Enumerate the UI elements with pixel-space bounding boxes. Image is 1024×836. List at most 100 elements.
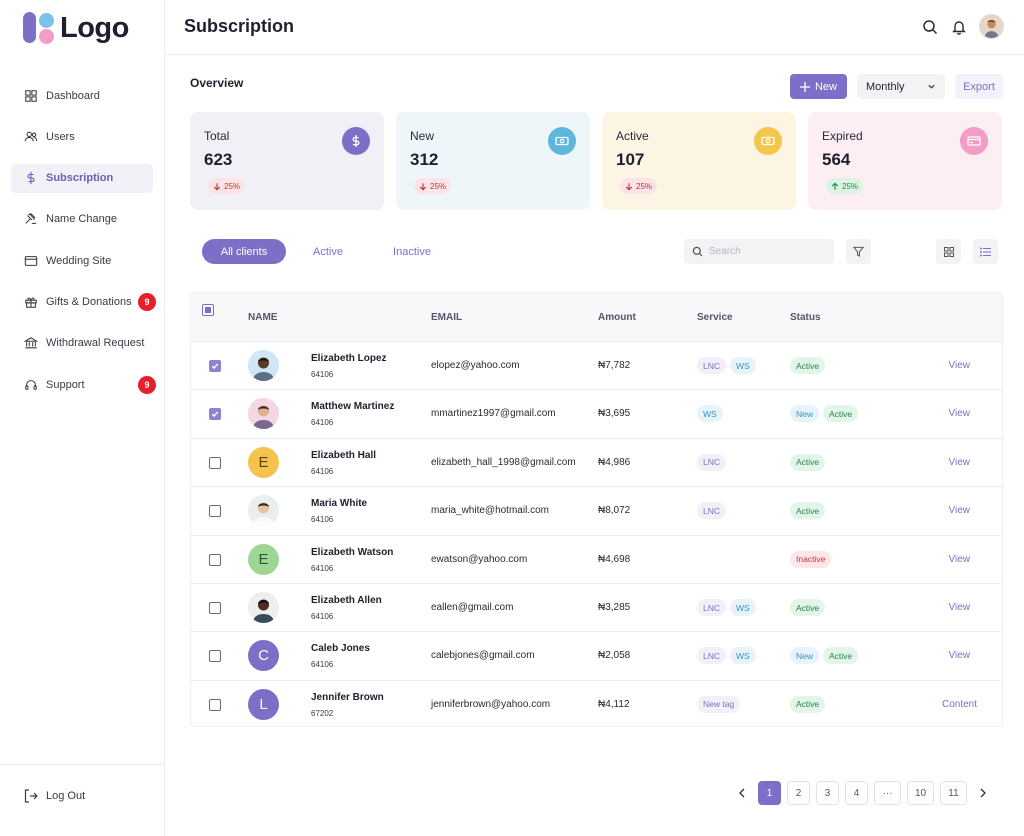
tab-inactive[interactable]: Inactive [393, 245, 431, 258]
service-tags: LNC WS [697, 599, 756, 616]
sidebar-item-withdrawal-request[interactable]: Withdrawal Request [11, 329, 153, 358]
row-checkbox[interactable] [209, 698, 221, 711]
sidebar-item-dashboard[interactable]: Dashboard [11, 81, 153, 110]
bell-icon[interactable] [950, 18, 967, 35]
column-header-name[interactable]: NAME [248, 312, 278, 323]
service-tag: LNC [697, 647, 727, 665]
row-checkbox[interactable] [209, 360, 221, 372]
client-amount: ₦4,112 [598, 698, 630, 710]
row-action-link[interactable]: View [948, 505, 971, 517]
client-filter-tabs: All clients Active Inactive [202, 239, 454, 264]
client-email: mmartinez1997@gmail.com [431, 408, 556, 420]
gift-icon [23, 294, 39, 310]
table-row[interactable]: C Caleb Jones 64106 calebjones@gmail.com ₦2,… [191, 631, 1002, 679]
check-icon [211, 411, 219, 418]
client-email: elizabeth_hall_1998@gmail.com [431, 456, 576, 468]
service-tag: LNC [697, 453, 727, 471]
tab-all-clients[interactable]: All clients [202, 239, 286, 264]
browser-icon [23, 253, 39, 269]
client-amount: ₦3,285 [598, 602, 631, 613]
status-badges: Active [790, 599, 826, 616]
table-row[interactable]: Maria White 64106 maria_white@hotmail.com ₦… [191, 486, 1002, 534]
table-row[interactable]: Elizabeth Allen 64106 eallen@gmail.com ₦3,2… [191, 583, 1002, 631]
column-header-amount[interactable]: Amount [598, 312, 636, 323]
row-checkbox[interactable] [209, 553, 221, 566]
column-header-email[interactable]: EMAIL [431, 312, 463, 323]
status-badges: New Active [790, 405, 859, 423]
next-page-button[interactable] [973, 781, 993, 805]
select-all-checkbox[interactable] [202, 304, 214, 316]
notification-badge: 9 [138, 376, 156, 395]
row-action-link[interactable]: View [948, 456, 971, 468]
client-name: Maria White [311, 498, 368, 510]
page-title: Subscription [184, 16, 295, 36]
new-button[interactable]: New [790, 74, 847, 99]
list-view-icon [980, 247, 991, 256]
status-badge: Active [823, 405, 859, 423]
table-row[interactable]: L Jennifer Brown 67202 jenniferbrown@yahoo.… [191, 679, 1002, 728]
page-button-4[interactable]: 4 [845, 781, 868, 805]
tab-active[interactable]: Active [313, 245, 343, 258]
row-action-link[interactable]: View [948, 602, 971, 613]
row-checkbox[interactable] [209, 408, 221, 421]
row-action-link[interactable]: View [948, 360, 971, 371]
page-button-10[interactable]: 10 [907, 781, 934, 805]
cash-icon [754, 127, 782, 155]
sidebar-item-label: Users [46, 130, 75, 143]
client-id: 64106 [311, 370, 334, 379]
sidebar-item-gifts-donations[interactable]: Gifts & Donations 9 [11, 287, 156, 316]
row-checkbox[interactable] [209, 456, 221, 469]
top-header: Subscription [165, 0, 1024, 55]
stat-delta-badge: 25% [826, 178, 864, 194]
status-badge: Active [790, 695, 826, 713]
table-row[interactable]: Matthew Martinez 64106 mmartinez1997@gmail… [191, 389, 1002, 437]
service-tag: New tag [697, 695, 741, 713]
status-badges: Active [790, 502, 826, 520]
status-badge: Active [790, 453, 826, 471]
export-button[interactable]: Export [955, 74, 1003, 99]
search-input[interactable] [709, 246, 819, 257]
user-avatar[interactable] [979, 14, 1004, 39]
row-action-link[interactable]: View [948, 650, 971, 662]
sidebar-item-name-change[interactable]: Name Change [11, 205, 153, 234]
avatar: E [248, 446, 279, 478]
page-button-2[interactable]: 2 [787, 781, 810, 805]
page-button-1[interactable]: 1 [758, 781, 781, 805]
grid-view-button[interactable] [936, 239, 961, 264]
sidebar-item-subscription[interactable]: Subscription [11, 163, 153, 193]
dollar-icon [23, 170, 39, 186]
sidebar-item-support[interactable]: Support 9 [11, 370, 156, 399]
sidebar-item-wedding-site[interactable]: Wedding Site [11, 246, 153, 275]
client-name: Elizabeth Allen [311, 595, 382, 606]
sidebar-item-users[interactable]: Users [11, 122, 153, 151]
filter-button[interactable] [846, 239, 871, 264]
logout-button[interactable]: Log Out [23, 788, 85, 804]
table-row[interactable]: Elizabeth Lopez 64106 elopez@yahoo.com ₦7,7… [191, 341, 1002, 389]
row-checkbox[interactable] [209, 505, 221, 518]
column-header-service[interactable]: Service [697, 312, 733, 323]
page-button-3[interactable]: 3 [816, 781, 839, 805]
period-select-value: Monthly [866, 80, 905, 93]
status-badge: Active [790, 357, 826, 374]
table-row[interactable]: E Elizabeth Watson 64106 ewatson@yahoo.com ₦… [191, 534, 1002, 583]
row-action-link[interactable]: View [948, 553, 971, 565]
logout-icon [23, 788, 39, 804]
search-box[interactable] [684, 239, 834, 264]
row-checkbox[interactable] [209, 602, 221, 614]
prev-page-button[interactable] [732, 781, 752, 805]
row-action-link[interactable]: View [948, 408, 971, 420]
table-row[interactable]: E Elizabeth Hall 64106 elizabeth_hall_1998@… [191, 437, 1002, 486]
logo[interactable]: Logo [23, 11, 129, 45]
grid-view-icon [943, 246, 954, 257]
list-view-button[interactable] [973, 239, 998, 264]
avatar [248, 592, 279, 623]
stat-label: New [410, 129, 435, 143]
client-id: 64106 [311, 515, 334, 525]
stat-delta-badge: 25% [620, 178, 658, 194]
page-button-11[interactable]: 11 [940, 781, 967, 805]
search-icon[interactable] [921, 18, 938, 35]
row-action-link[interactable]: Content [941, 698, 977, 710]
period-select[interactable]: Monthly [857, 74, 945, 99]
column-header-status[interactable]: Status [790, 312, 821, 323]
row-checkbox[interactable] [209, 650, 221, 663]
